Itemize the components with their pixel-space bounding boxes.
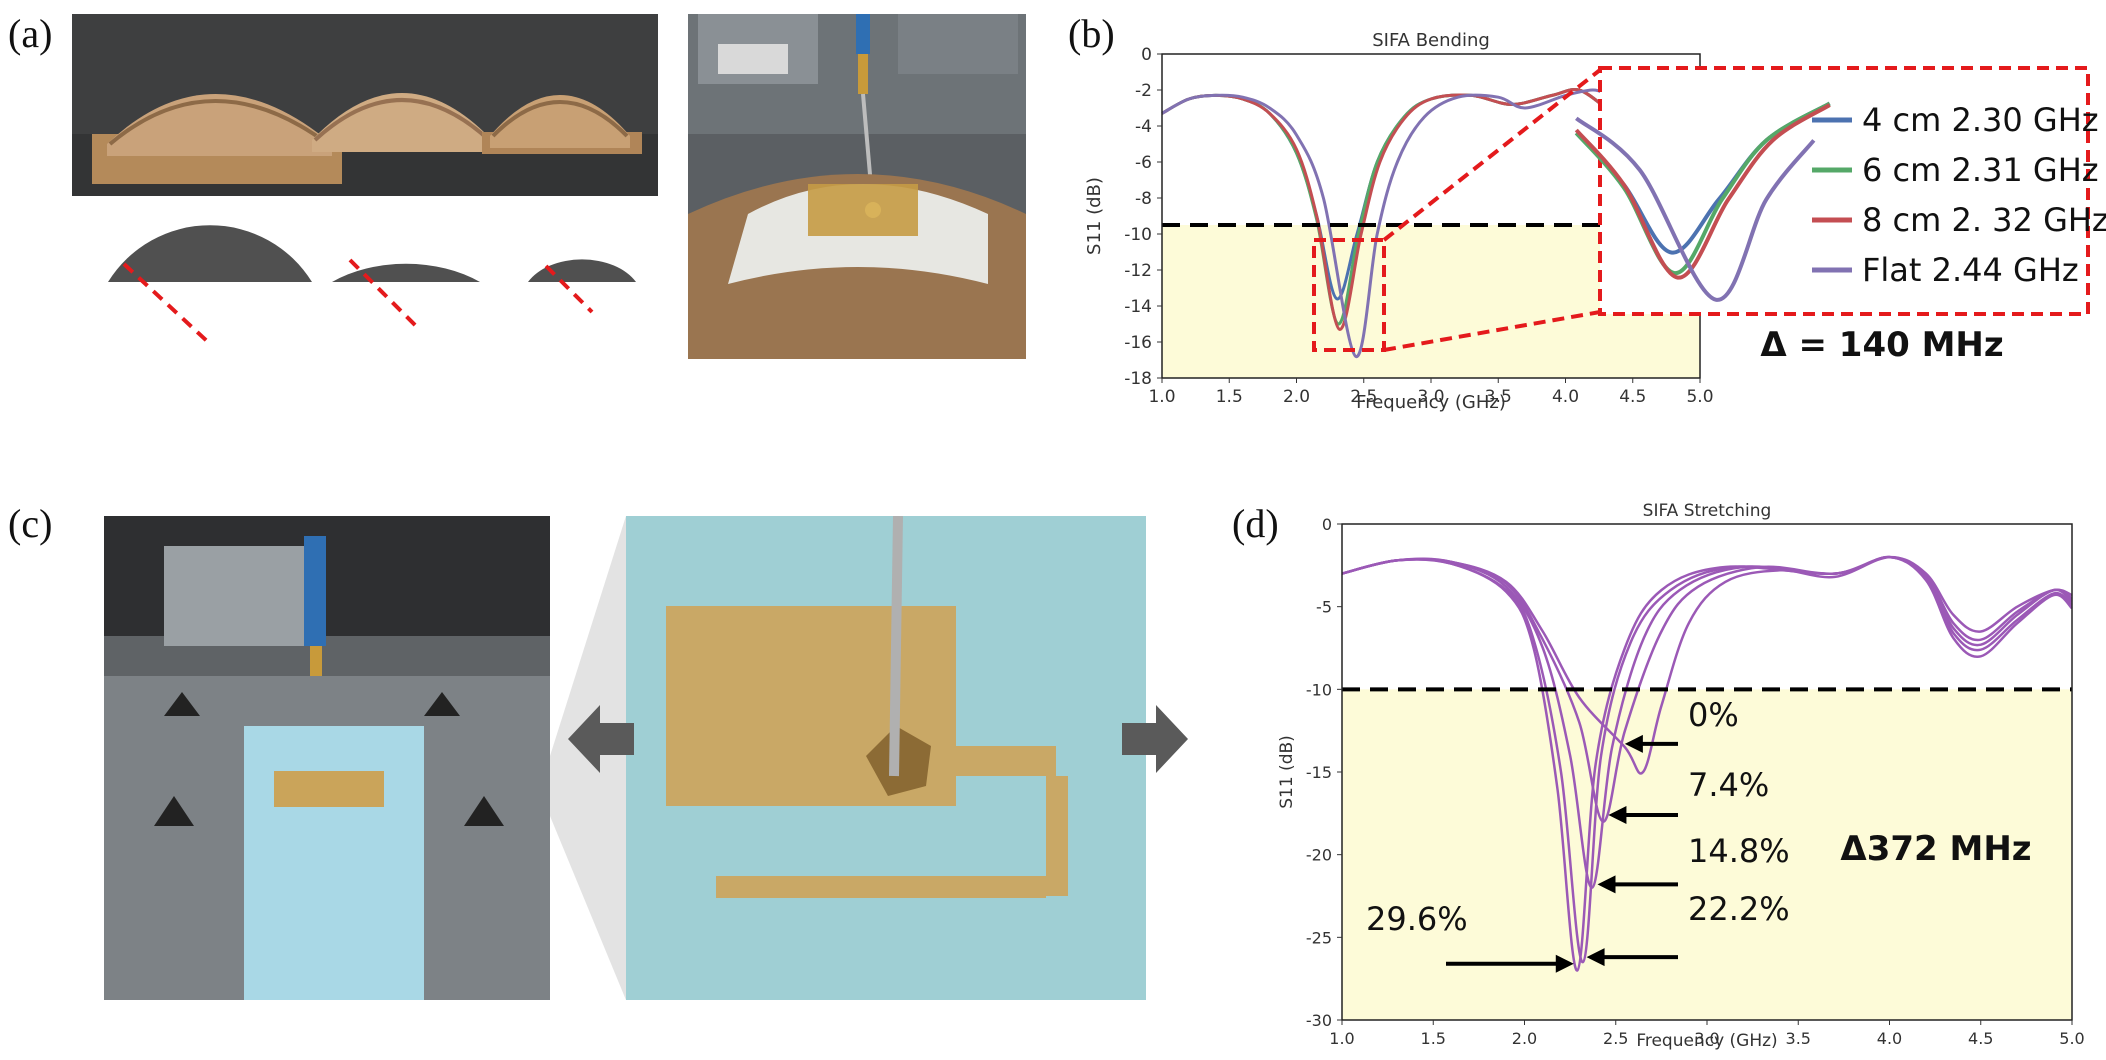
stretching-chart: SIFA Stretching 1.0 1.5 2.0 2.5 3.0 3.5 4.0 4.5… (1277, 501, 2085, 1051)
b-y-tick-label: -2 (1135, 81, 1152, 101)
b-x-tick-label: 3.5 (1485, 387, 1512, 407)
d-series-line-2 (1341, 555, 2073, 889)
b-y-tick-label: -16 (1124, 333, 1152, 353)
b-x-tick-label: 2.0 (1283, 387, 1310, 407)
stretching-annotation-arrowhead (1555, 954, 1574, 973)
d-x-tick-label: 3.0 (1694, 1029, 1719, 1048)
d-x-tick-label: 1.5 (1421, 1029, 1446, 1048)
stretching-chart-title: SIFA Stretching (1643, 501, 1772, 521)
d-y-tick-label: -20 (1306, 846, 1332, 865)
d-y-tick-label: -30 (1306, 1011, 1332, 1030)
b-x-tick-label: 2.5 (1350, 387, 1377, 407)
bending-legend-label: 6 cm 2.31 GHz (1862, 151, 2099, 189)
bending-inset-series-line-3 (1575, 116, 1816, 302)
panel-label-a: (a) (8, 11, 53, 56)
d-y-tick-label: -5 (1316, 598, 1332, 617)
panel-label-b: (b) (1068, 11, 1115, 56)
d-x-tick-label: 1.0 (1329, 1029, 1354, 1048)
b-y-tick-label: 0 (1141, 45, 1152, 65)
stretching-annotation-arrowhead (1624, 734, 1643, 753)
stretching-annotation-label: 7.4% (1688, 766, 1769, 804)
b-y-tick-label: -6 (1135, 153, 1152, 173)
b-x-tick-label: 1.0 (1148, 387, 1175, 407)
stretching-annotation-label: 22.2% (1688, 890, 1790, 928)
stretching-annotation-arrowhead (1608, 805, 1627, 824)
b-x-tick-label: 1.5 (1216, 387, 1243, 407)
b-series-line-3 (1161, 88, 1607, 358)
bending-legend-label: Flat 2.44 GHz (1862, 251, 2079, 289)
d-x-tick-label: 2.0 (1512, 1029, 1537, 1048)
stretching-annotation-label: 29.6% (1366, 900, 1468, 938)
arrow-right-icon (1122, 705, 1188, 773)
panel-label-c: (c) (8, 501, 53, 546)
bending-delta-label: Δ = 140 MHz (1760, 325, 2003, 365)
stretching-y-axis-label: S11 (dB) (1277, 735, 1297, 809)
arrow-left-icon (568, 705, 634, 773)
stretching-annotation-label: 0% (1688, 696, 1739, 734)
d-x-tick-label: 2.5 (1603, 1029, 1628, 1048)
stretch-antenna-closeup-photo (626, 516, 1146, 1000)
bending-zoom-box (1312, 238, 1386, 352)
d-y-tick-label: 0 (1322, 515, 1332, 534)
stretch-setup-photo (104, 516, 550, 1000)
d-y-tick-label: -10 (1306, 680, 1332, 699)
d-series-line-4 (1341, 555, 2073, 972)
d-x-tick-label: 5.0 (2059, 1029, 2084, 1048)
stretching-annotation-label: 14.8% (1688, 832, 1790, 870)
b-y-tick-label: -4 (1135, 117, 1152, 137)
radius-diagrams (100, 222, 660, 372)
d-series-line-0 (1341, 555, 2073, 775)
bending-inset-series-line-2 (1574, 103, 1831, 280)
bending-fixtures-photo (72, 14, 658, 196)
b-x-tick-label: 4.0 (1552, 387, 1579, 407)
bending-x-axis-label: Frequency (GHz) (1356, 392, 1506, 413)
d-series-line-1 (1341, 555, 2073, 823)
b-y-tick-label: -8 (1135, 189, 1152, 209)
b-y-tick-label: -10 (1124, 225, 1152, 245)
stretching-x-axis-label: Frequency (GHz) (1636, 1031, 1777, 1051)
antenna-on-fixture-photo (688, 14, 1026, 359)
d-series-line-3 (1341, 555, 2073, 964)
bending-y-axis-label: S11 (dB) (1084, 177, 1105, 255)
d-x-tick-label: 4.5 (1968, 1029, 1993, 1048)
stretching-annotation-arrowhead (1586, 948, 1605, 967)
zoom-connector-top (1382, 68, 1602, 242)
b-x-tick-label: 5.0 (1686, 387, 1713, 407)
d-x-tick-label: 3.5 (1786, 1029, 1811, 1048)
d-y-tick-label: -25 (1306, 928, 1332, 947)
b-y-tick-label: -12 (1124, 261, 1152, 281)
panel-label-d: (d) (1232, 501, 1279, 546)
stretching-delta-label: Δ372 MHz (1840, 829, 2031, 869)
zoom-connector-bottom (1383, 310, 1601, 352)
bending-chart: SIFA Bending 1.0 1.5 2.0 2.5 3.0 3.5 4.0 4.5 5.0… (1084, 30, 2106, 413)
d-x-tick-label: 4.0 (1877, 1029, 1902, 1048)
bending-legend-label: 4 cm 2.30 GHz (1862, 101, 2099, 139)
d-y-tick-label: -15 (1306, 763, 1332, 782)
bending-legend-label: 8 cm 2. 32 GHz (1862, 201, 2106, 239)
bending-chart-title: SIFA Bending (1372, 30, 1490, 51)
b-x-tick-label: 3.0 (1417, 387, 1444, 407)
b-x-tick-label: 4.5 (1619, 387, 1646, 407)
b-y-tick-label: -14 (1124, 297, 1152, 317)
stretching-annotation-arrowhead (1597, 875, 1616, 894)
b-y-tick-label: -18 (1124, 369, 1152, 389)
